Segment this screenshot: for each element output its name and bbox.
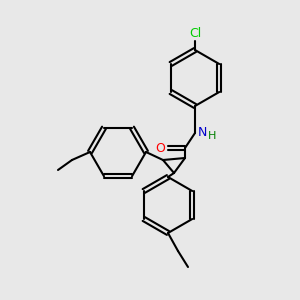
Text: Cl: Cl — [189, 27, 201, 40]
Text: H: H — [208, 131, 216, 141]
Text: N: N — [198, 127, 207, 140]
Text: O: O — [155, 142, 165, 154]
